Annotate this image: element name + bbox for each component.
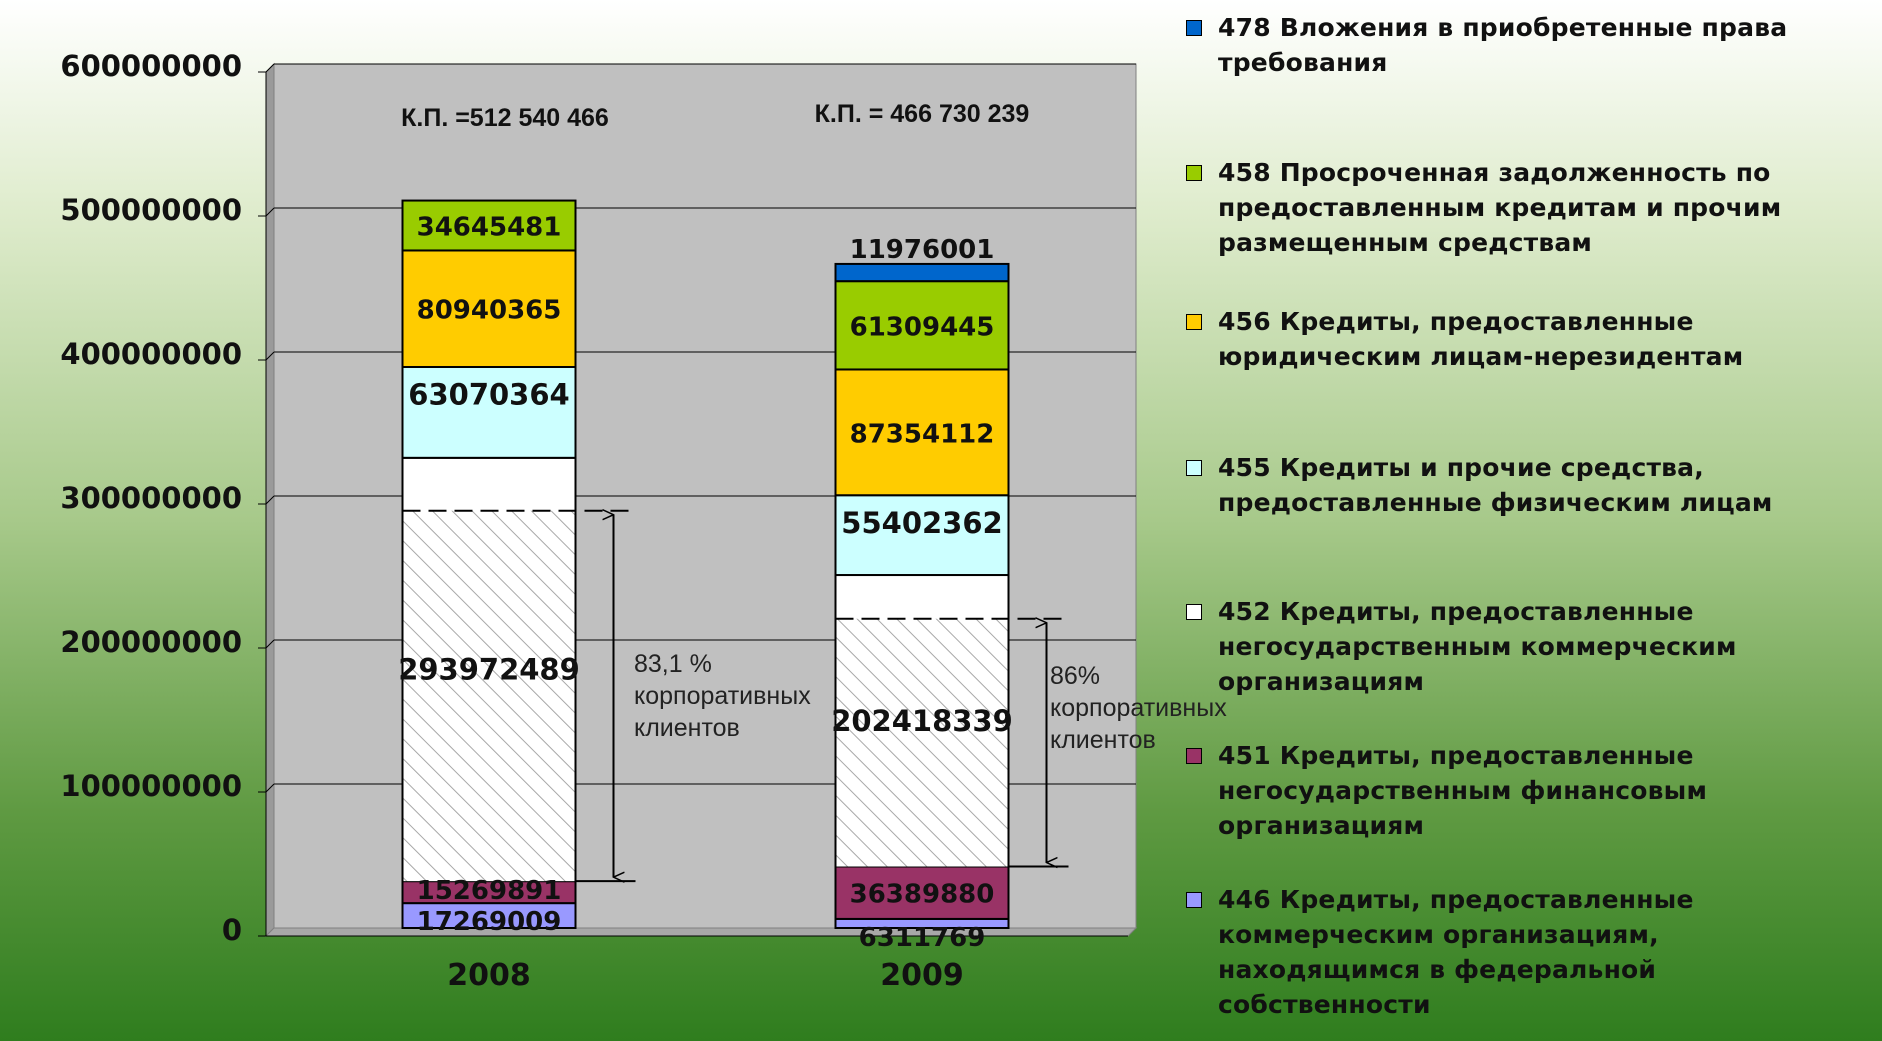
legend-swatch [1186,314,1202,330]
bar-segment [401,902,577,930]
data-label: 36389880 [850,880,995,910]
bar-segment [834,865,1010,920]
legend-label: 458 Просроченная задолженность по предос… [1218,158,1782,257]
legend-swatch [1186,892,1202,908]
x-category-label: 2009 [880,958,964,993]
bar-total-label: К.П. = 466 730 239 [815,100,1030,128]
bar-segment [834,262,1010,283]
corporate-share-annotation: 83,1 % [634,650,712,678]
legend-label: 455 Кредиты и прочие средства, предостав… [1218,453,1773,517]
data-label: 6311769 [859,923,986,953]
legend-label: 478 Вложения в приобретенные права требо… [1218,13,1788,77]
y-tick-label: 600000000 [60,49,242,83]
legend-label: 452 Кредиты, предоставленные негосударст… [1218,597,1737,696]
y-tick-label: 0 [222,913,242,947]
bar-segment [401,366,577,459]
data-label: 80940365 [417,296,562,326]
plot-floor [264,927,1138,937]
legend-swatch [1186,460,1202,476]
corporate-share-annotation: клиентов [634,714,740,742]
y-tick-label: 100000000 [60,769,242,803]
gridline-depth [265,63,275,73]
data-label: 293972489 [398,652,580,686]
corporate-share-annotation: клиентов [1050,726,1156,754]
bar-total-label: К.П. =512 540 466 [401,104,609,132]
corporate-hatched-band [403,510,575,882]
data-label: 63070364 [408,377,569,411]
legend-label: 451 Кредиты, предоставленные негосударст… [1218,741,1708,840]
y-tick-label: 300000000 [60,481,242,515]
gridline-depth [265,207,275,217]
y-tick-label: 200000000 [60,625,242,659]
gridline-depth [265,495,275,505]
bar-segment [834,280,1010,371]
corporate-share-annotation: корпоративных [1050,694,1227,722]
legend-swatch [1186,20,1202,36]
gridline-depth [265,783,275,793]
gridline-depth [265,639,275,649]
gridline-depth [265,351,275,361]
data-label: 202418339 [831,704,1013,738]
data-label: 61309445 [850,312,995,342]
legend-label: 456 Кредиты, предоставленные юридическим… [1218,307,1744,371]
bar-segment [401,199,577,252]
legend-swatch [1186,748,1202,764]
data-label: 15269891 [417,876,562,906]
legend-swatch [1186,165,1202,181]
y-tick-label: 500000000 [60,193,242,227]
bar-segment [834,494,1010,577]
data-label: 17269009 [417,907,562,937]
corporate-hatched-band [836,618,1008,867]
data-label: 34645481 [417,213,562,243]
data-label: 87354112 [850,419,995,449]
data-label: 11976001 [850,235,995,265]
legend-label: 446 Кредиты, предоставленные коммерчески… [1218,885,1694,1019]
x-category-label: 2008 [447,958,531,993]
y-tick-label: 400000000 [60,337,242,371]
corporate-share-annotation: 86% [1050,662,1100,690]
data-label: 55402362 [841,506,1002,540]
legend-swatch [1186,604,1202,620]
corporate-share-annotation: корпоративных [634,682,811,710]
